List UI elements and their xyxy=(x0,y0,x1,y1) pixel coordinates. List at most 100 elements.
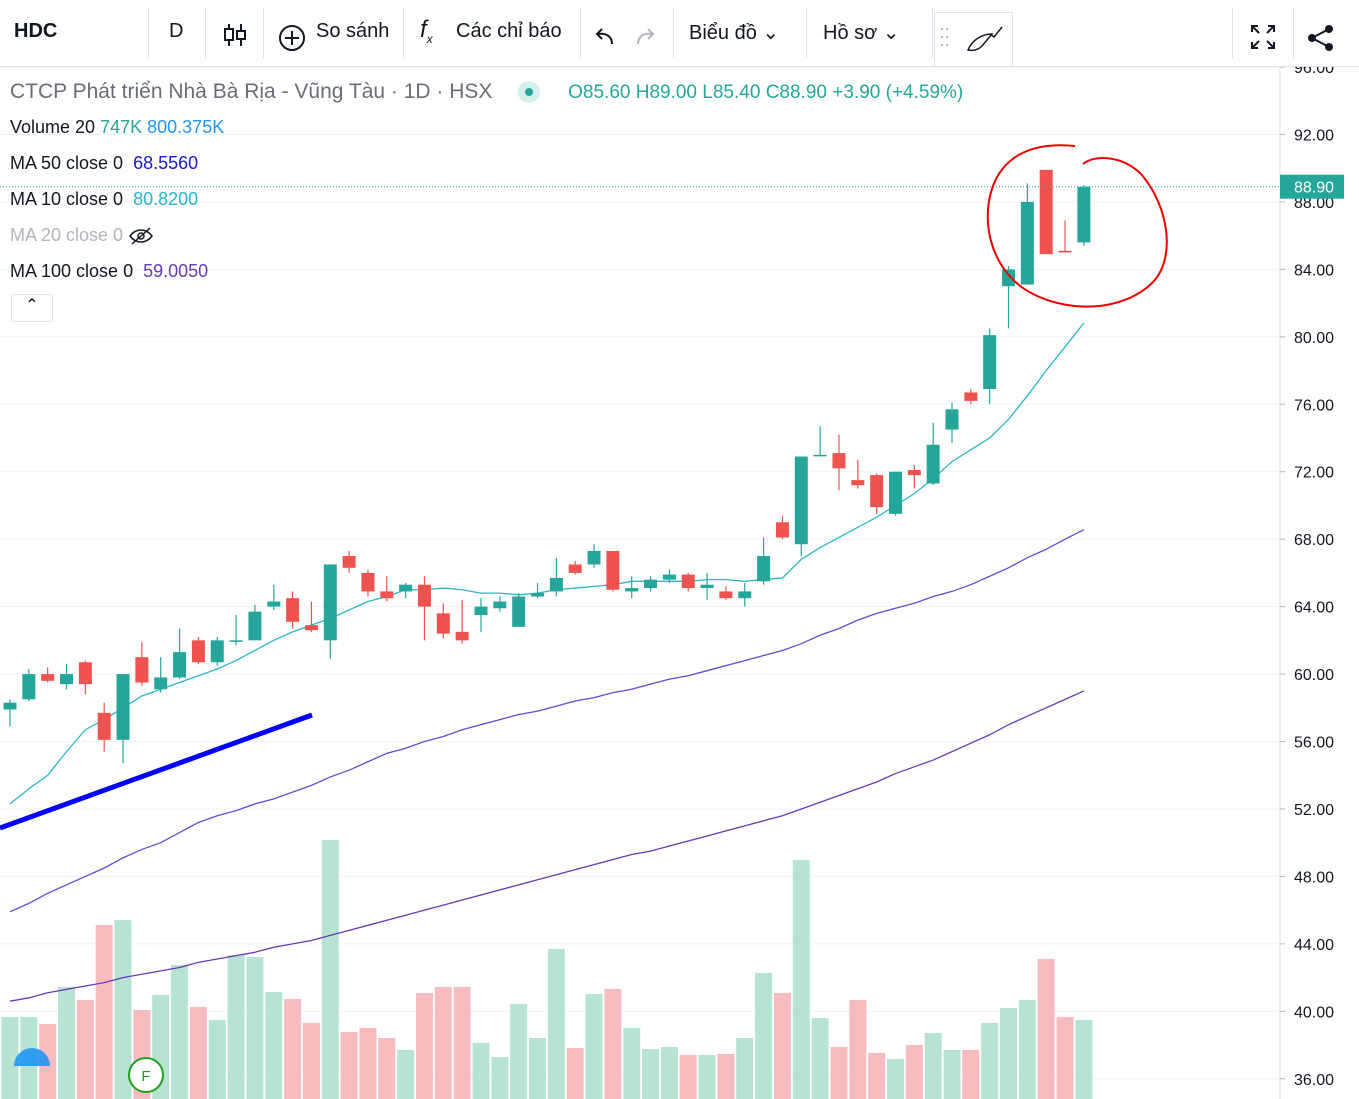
y-tick-label: 56.00 xyxy=(1294,735,1334,752)
volume-bar xyxy=(811,1018,829,1099)
interval[interactable]: D xyxy=(169,20,184,42)
symbol[interactable]: HDC xyxy=(14,20,58,42)
candle-body xyxy=(78,662,92,685)
volume-bar xyxy=(830,1046,848,1099)
candle-body xyxy=(888,471,902,514)
compare-button[interactable]: So sánh xyxy=(316,20,390,42)
profile-button[interactable]: Hồ sơ ⌄ xyxy=(823,22,900,44)
ma-legend: MA 50 close 0 68.5560 xyxy=(10,153,198,174)
collapse-button[interactable]: ⌃ xyxy=(11,294,53,322)
candle-body xyxy=(757,556,771,582)
candle-body xyxy=(267,601,281,607)
candle-body xyxy=(832,453,846,469)
candle-body xyxy=(380,591,394,599)
candle-body xyxy=(173,652,187,678)
volume-bar xyxy=(510,1003,528,1099)
volume-bar xyxy=(359,1027,377,1099)
ma-line xyxy=(9,690,1085,1002)
candle-body xyxy=(323,564,337,641)
candle-body xyxy=(361,572,375,592)
volume-bar xyxy=(529,1038,547,1099)
volume-bar xyxy=(340,1031,358,1099)
candle-body xyxy=(738,591,752,599)
volume-bar xyxy=(566,1048,584,1099)
name: MA 20 close 0 xyxy=(10,225,124,245)
ma-legend: MA 100 close 0 59.0050 xyxy=(10,261,208,282)
fullscreen-icon[interactable] xyxy=(1250,24,1276,50)
volume-bar xyxy=(623,1027,641,1099)
event-marker[interactable] xyxy=(128,1057,164,1093)
volume-bar xyxy=(773,992,791,1099)
y-tick-label: 84.00 xyxy=(1294,262,1334,279)
chart-type-button[interactable]: Biểu đồ ⌄ xyxy=(689,22,780,44)
y-tick-label: 92.00 xyxy=(1294,127,1334,144)
status-dot xyxy=(518,81,541,104)
y-tick-label: 64.00 xyxy=(1294,600,1334,617)
undo-redo[interactable] xyxy=(592,26,662,48)
volume-bar xyxy=(227,955,245,1099)
separator xyxy=(205,8,206,58)
logo xyxy=(14,1048,50,1066)
y-tick-label: 96.00 xyxy=(1294,67,1334,77)
candle-body xyxy=(116,674,130,740)
ma-line xyxy=(9,529,1085,913)
volume-bar xyxy=(1000,1007,1018,1099)
open: O85.60 xyxy=(568,82,631,103)
volume-bar xyxy=(321,840,339,1099)
fx-icon[interactable]: fx xyxy=(420,16,433,46)
y-tick-label: 76.00 xyxy=(1294,397,1334,414)
separator xyxy=(1293,8,1294,58)
candle-body xyxy=(775,522,789,538)
volume-bar xyxy=(849,999,867,1099)
candle-body xyxy=(97,712,111,740)
volume-bar xyxy=(302,1022,320,1099)
indicators-button[interactable]: Các chỉ báo xyxy=(456,20,562,42)
candle-body xyxy=(587,550,601,565)
value: 68.5560 xyxy=(133,153,199,173)
volume-bar xyxy=(491,1057,509,1099)
hidden-icon[interactable] xyxy=(128,227,154,245)
share-icon[interactable] xyxy=(1306,24,1336,52)
candle-body xyxy=(1039,169,1053,255)
value: 747K xyxy=(100,117,143,137)
candle-body xyxy=(342,556,356,568)
y-tick-label: 52.00 xyxy=(1294,802,1334,819)
candle-icon[interactable] xyxy=(222,22,248,48)
candle-body xyxy=(568,564,582,573)
volume-bar xyxy=(755,972,773,1099)
drawing-tool[interactable] xyxy=(934,12,1014,68)
separator xyxy=(148,8,149,58)
candle-body xyxy=(681,574,695,589)
circle-drawing xyxy=(986,144,1168,308)
candle-body xyxy=(926,444,940,484)
candle-body xyxy=(813,454,827,457)
volume-bar xyxy=(943,1049,961,1099)
ma-value: 800.375K xyxy=(147,117,225,137)
y-tick-label: 48.00 xyxy=(1294,869,1334,886)
separator xyxy=(806,8,807,58)
y-tick-label: 36.00 xyxy=(1294,1072,1334,1089)
candle-body xyxy=(512,596,526,627)
candle-body xyxy=(644,579,658,589)
candle-body xyxy=(455,631,469,641)
y-tick-label: 60.00 xyxy=(1294,667,1334,684)
candle-body xyxy=(719,591,733,599)
ohlc: O85.60 H89.00 L85.40 C88.90 +3.90 (+4.59… xyxy=(568,82,963,103)
y-tick-label: 40.00 xyxy=(1294,1004,1334,1021)
candle-body xyxy=(700,584,714,589)
volume-bar xyxy=(76,999,94,1099)
label: Hồ sơ xyxy=(823,22,878,44)
title: CTCP Phát triển Nhà Bà Rịa - Vũng Tàu · … xyxy=(10,80,493,103)
candle-body xyxy=(417,584,431,607)
volume-bar xyxy=(114,920,132,1099)
candle-body xyxy=(229,640,243,642)
y-tick-label: 68.00 xyxy=(1294,532,1334,549)
candle-body xyxy=(1002,269,1016,287)
separator xyxy=(403,8,404,58)
close: C88.90 xyxy=(765,82,827,103)
candle-body xyxy=(60,674,74,685)
separator xyxy=(932,8,933,58)
plus-icon[interactable] xyxy=(278,24,306,52)
candle-body xyxy=(191,640,205,663)
